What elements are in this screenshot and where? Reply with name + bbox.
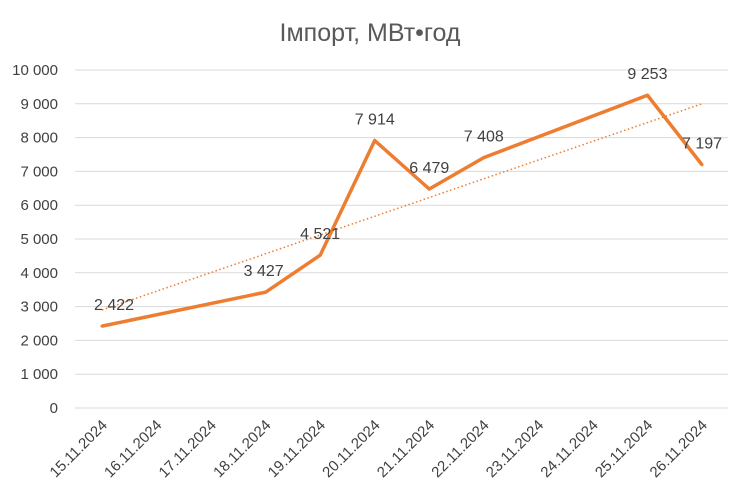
data-label: 4 521: [300, 226, 340, 243]
x-tick-label: 17.11.2024: [156, 417, 220, 481]
data-label: 7 408: [464, 129, 504, 146]
x-tick-label: 24.11.2024: [537, 417, 601, 481]
trendline: [101, 103, 703, 311]
x-tick-label: 22.11.2024: [428, 417, 492, 481]
y-tick-label: 10 000: [12, 62, 58, 79]
y-tick-label: 9 000: [20, 96, 58, 113]
x-tick-label: 15.11.2024: [47, 417, 111, 481]
data-label: 2 422: [94, 297, 134, 314]
data-point: [264, 290, 268, 294]
y-tick-label: 1 000: [20, 366, 58, 383]
data-label: 3 427: [244, 263, 284, 280]
series-line: [101, 93, 704, 328]
x-tick-label: 21.11.2024: [374, 417, 438, 481]
data-label: 9 253: [627, 66, 667, 83]
y-tick-label: 8 000: [20, 130, 58, 147]
data-label: 7 197: [682, 136, 722, 153]
y-tick-label: 2 000: [20, 332, 58, 349]
y-tick-label: 3 000: [20, 299, 58, 316]
data-point: [482, 156, 486, 160]
data-point: [645, 93, 649, 97]
x-tick-label: 26.11.2024: [647, 417, 711, 481]
data-label: 6 479: [409, 160, 449, 177]
data-point: [318, 253, 322, 257]
x-tick-label: 18.11.2024: [210, 417, 274, 481]
data-point: [700, 163, 704, 167]
y-tick-label: 0: [50, 400, 58, 417]
data-label: 7 914: [355, 112, 395, 129]
data-point: [100, 324, 104, 328]
x-tick-label: 19.11.2024: [265, 417, 329, 481]
y-tick-label: 5 000: [20, 231, 58, 248]
y-tick-label: 6 000: [20, 197, 58, 214]
chart-title: Імпорт, МВт•год: [280, 19, 461, 47]
x-tick-label: 25.11.2024: [592, 417, 656, 481]
x-tick-label: 23.11.2024: [483, 417, 547, 481]
y-tick-label: 4 000: [20, 265, 58, 282]
x-tick-label: 20.11.2024: [319, 417, 383, 481]
data-point: [373, 139, 377, 143]
y-tick-label: 7 000: [20, 163, 58, 180]
x-tick-label: 16.11.2024: [101, 417, 165, 481]
data-point: [427, 187, 431, 191]
